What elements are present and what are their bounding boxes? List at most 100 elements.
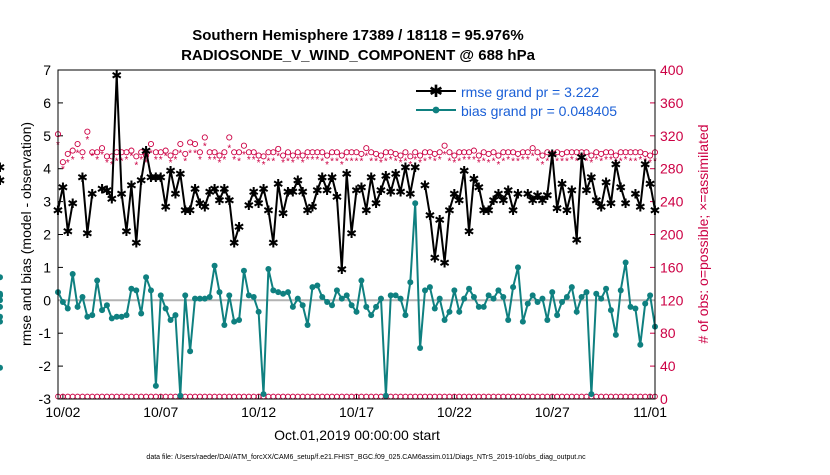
obs-assimilated-marker: * bbox=[496, 160, 500, 171]
rmse-point: ✱ bbox=[346, 226, 357, 241]
bias-point bbox=[485, 292, 492, 299]
obs-assimilated-marker: * bbox=[506, 155, 510, 166]
bias-point bbox=[0, 364, 3, 371]
bias-point bbox=[94, 277, 101, 284]
y-right-tick-label: 160 bbox=[660, 259, 684, 275]
obs-possible-marker bbox=[211, 149, 218, 156]
obs-assimilated-marker: * bbox=[193, 148, 197, 159]
rmse-point: ✱ bbox=[503, 183, 514, 198]
x-tick-label: 10/07 bbox=[143, 404, 178, 420]
obs-assimilated-marker: * bbox=[213, 155, 217, 166]
rmse-point: ✱ bbox=[126, 178, 137, 193]
obs-assimilated-marker: * bbox=[604, 155, 608, 166]
rmse-point: ✱ bbox=[67, 196, 78, 211]
rmse-point: ✱ bbox=[468, 172, 479, 187]
bias-point bbox=[573, 308, 580, 315]
bias-point bbox=[588, 391, 595, 398]
obs-assimilated-marker: * bbox=[66, 158, 70, 169]
obs-assimilated-marker: * bbox=[619, 156, 623, 167]
rmse-point: ✱ bbox=[527, 193, 538, 208]
obs-assimilated-marker: * bbox=[218, 158, 222, 169]
bias-point bbox=[407, 279, 414, 286]
rmse-point: ✱ bbox=[498, 193, 509, 208]
rmse-point: ✱ bbox=[0, 173, 6, 188]
rmse-point: ✱ bbox=[336, 262, 347, 277]
rmse-point: ✱ bbox=[444, 203, 455, 218]
rmse-point: ✱ bbox=[385, 185, 396, 200]
rmse-point: ✱ bbox=[557, 177, 568, 192]
y-right-tick-label: 400 bbox=[660, 62, 684, 78]
rmse-point: ✱ bbox=[366, 170, 377, 185]
bias-point bbox=[578, 294, 585, 301]
obs-assimilated-marker: * bbox=[355, 156, 359, 167]
obs-possible-marker bbox=[607, 149, 615, 156]
obs-possible-marker bbox=[495, 152, 502, 159]
bias-point bbox=[265, 266, 272, 273]
obs-possible-marker bbox=[534, 149, 541, 156]
bias-point bbox=[607, 307, 614, 314]
x-tick-label: 10/17 bbox=[339, 404, 374, 420]
obs-possible-marker bbox=[358, 150, 365, 157]
y-right-tick-label: 80 bbox=[660, 325, 676, 341]
bias-point bbox=[319, 294, 326, 301]
bias-point bbox=[64, 305, 71, 312]
rmse-point: ✱ bbox=[170, 186, 181, 201]
obs-possible-marker bbox=[236, 149, 243, 156]
bias-point bbox=[192, 295, 199, 302]
obs-assimilated-marker: * bbox=[247, 155, 251, 166]
obs-possible-marker bbox=[470, 147, 477, 154]
rmse-point: ✱ bbox=[214, 193, 225, 208]
rmse-point: ✱ bbox=[620, 196, 631, 211]
bias-point bbox=[74, 303, 81, 310]
bias-point bbox=[231, 318, 238, 325]
obs-assimilated-marker: * bbox=[457, 156, 461, 167]
obs-assimilated-marker: * bbox=[100, 150, 104, 161]
obs-assimilated-marker: * bbox=[330, 156, 334, 167]
bias-point bbox=[397, 295, 404, 302]
bias-point bbox=[603, 285, 610, 292]
obs-assimilated-marker: * bbox=[134, 161, 138, 172]
rmse-point: ✱ bbox=[331, 190, 342, 205]
obs-possible-marker bbox=[98, 145, 106, 152]
obs-assimilated-marker: * bbox=[90, 152, 94, 163]
bias-point bbox=[480, 303, 487, 310]
rmse-point: ✱ bbox=[175, 167, 186, 182]
x-axis-label: Oct.01,2019 00:00:00 start bbox=[274, 427, 440, 443]
rmse-point: ✱ bbox=[180, 203, 191, 218]
obs-possible-marker bbox=[539, 152, 546, 159]
rmse-point: ✱ bbox=[121, 224, 132, 239]
obs-possible-marker bbox=[363, 145, 370, 152]
rmse-point: ✱ bbox=[253, 196, 264, 211]
bias-point bbox=[524, 300, 531, 307]
bias-point bbox=[475, 303, 482, 310]
obs-assimilated-marker: * bbox=[359, 156, 363, 167]
bias-point bbox=[152, 382, 159, 389]
y-right-tick-label: 40 bbox=[660, 358, 676, 374]
bias-point bbox=[324, 298, 331, 305]
bias-point bbox=[99, 307, 106, 314]
rmse-point: ✱ bbox=[552, 201, 563, 216]
x-tick-label: 11/01 bbox=[633, 404, 667, 420]
bias-point bbox=[377, 295, 384, 302]
axis-ticks: -3 -2 -1 0 1 2 3 4 5 6 7 0 40 80 120 160 200 240 280 320 360… bbox=[39, 62, 684, 420]
bias-point bbox=[544, 317, 551, 324]
rmse-point: ✱ bbox=[317, 170, 328, 185]
bias-point bbox=[143, 274, 150, 281]
rmse-point: ✱ bbox=[131, 236, 142, 251]
obs-assimilated-marker: * bbox=[575, 156, 579, 167]
obs-assimilated-marker: * bbox=[501, 156, 505, 167]
rmse-point: ✱ bbox=[508, 203, 519, 218]
bias-point bbox=[554, 312, 561, 319]
obs-assimilated-marker: * bbox=[169, 158, 173, 169]
obs-possible-marker bbox=[436, 149, 443, 156]
obs-assimilated-marker: * bbox=[296, 155, 300, 166]
bias-point bbox=[245, 292, 252, 299]
obs-assimilated-marker: * bbox=[594, 155, 598, 166]
y-left-tick-label: 2 bbox=[43, 227, 51, 243]
obs-possible-marker bbox=[612, 152, 619, 159]
rmse-point: ✱ bbox=[62, 224, 73, 239]
obs-assimilated-marker: * bbox=[511, 156, 515, 167]
obs-possible-marker bbox=[167, 152, 174, 159]
bias-point bbox=[348, 302, 355, 309]
bias-point bbox=[196, 295, 203, 302]
